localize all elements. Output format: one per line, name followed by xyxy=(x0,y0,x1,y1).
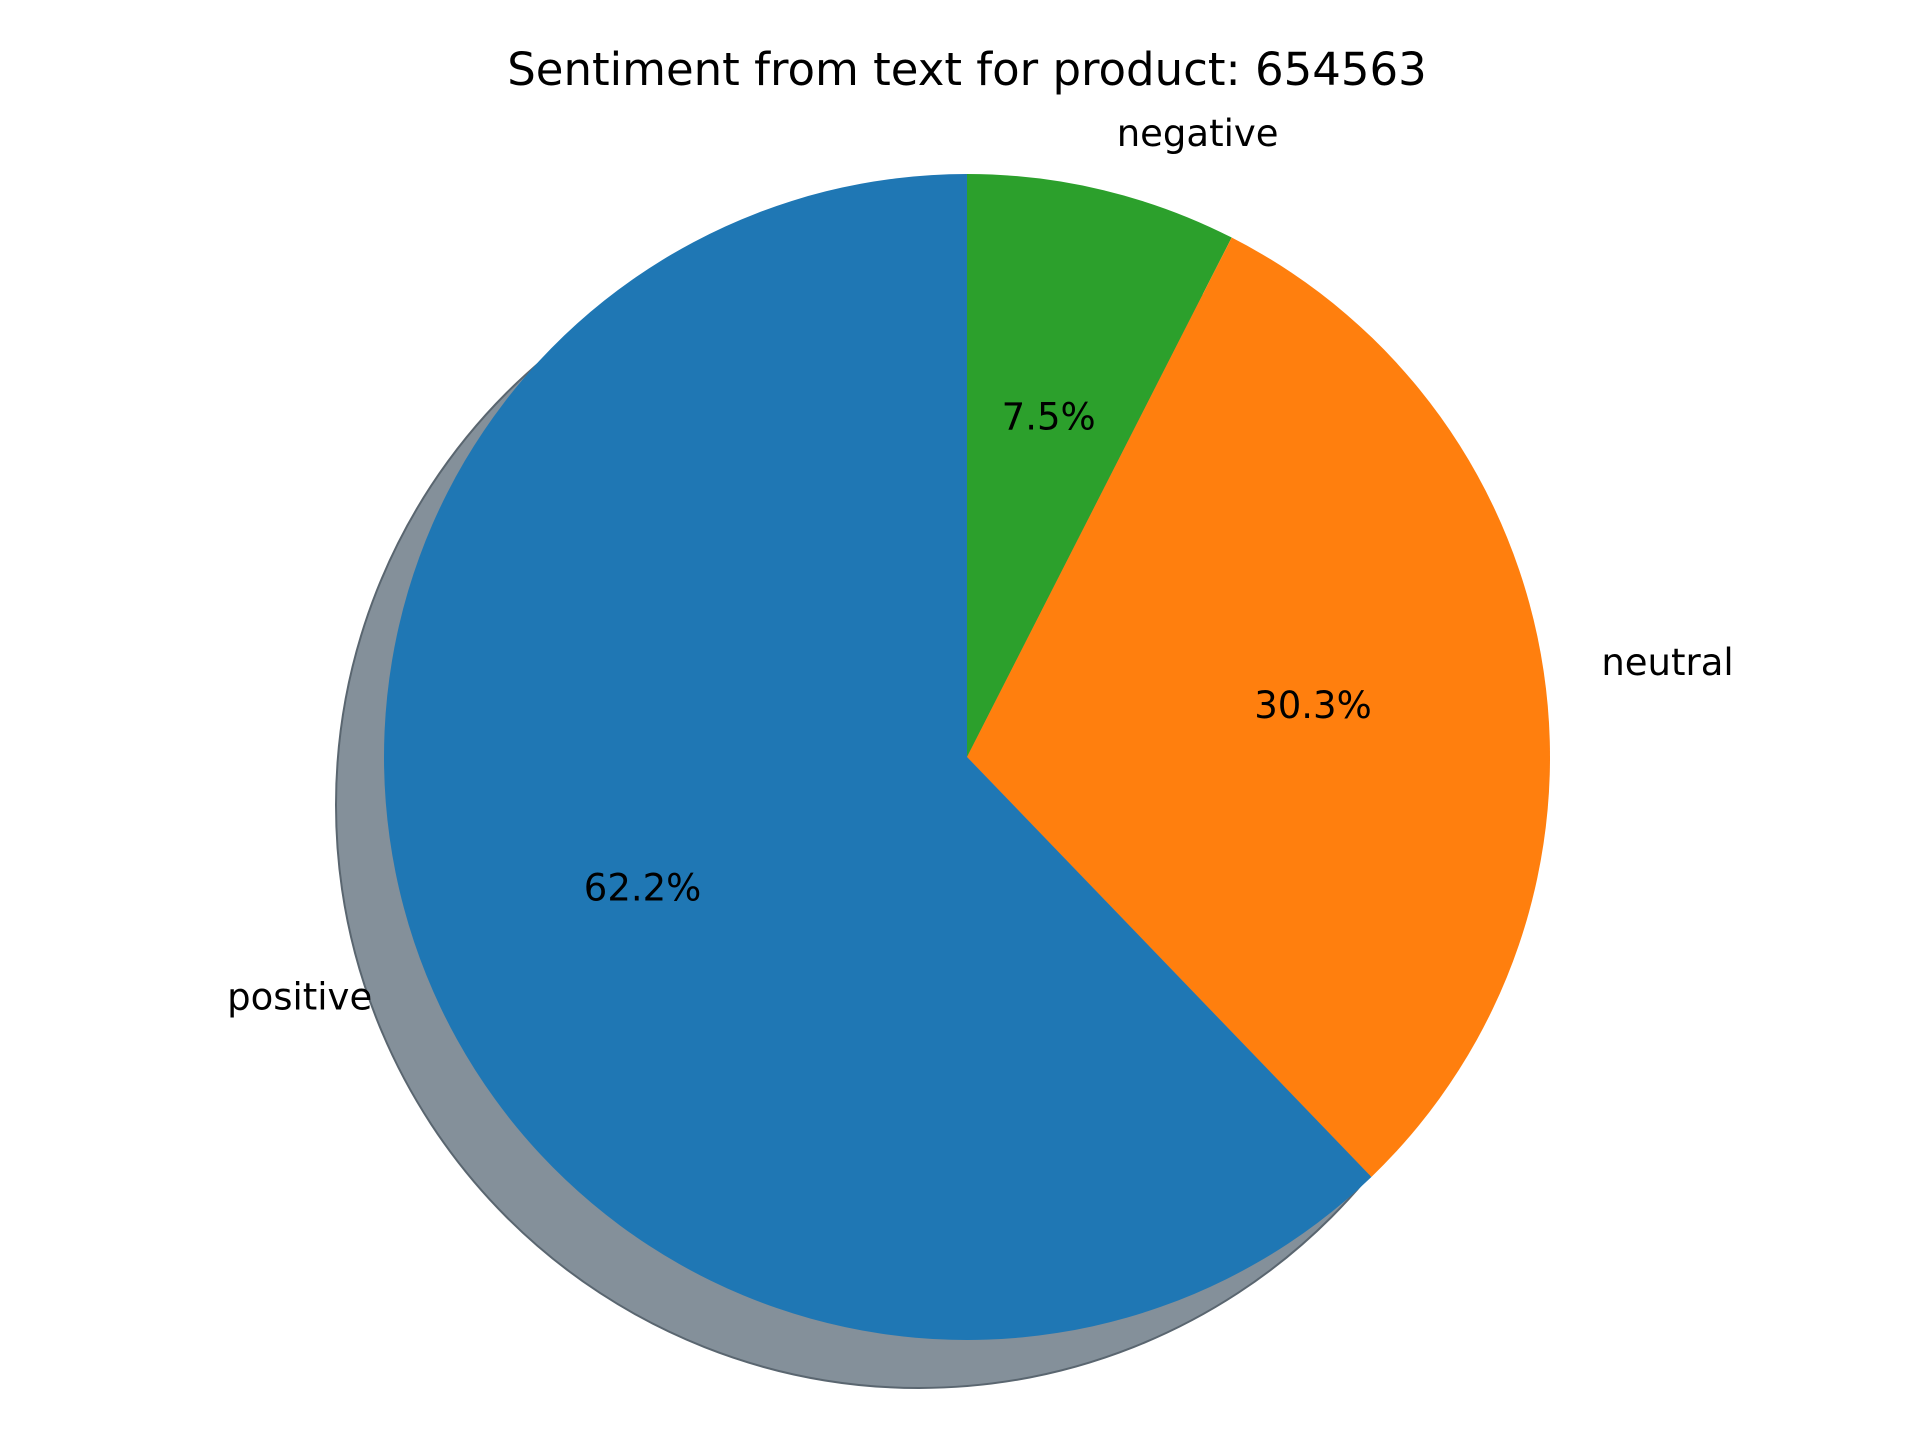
pct-label-neutral: 30.3% xyxy=(1254,684,1372,727)
pie-slice-neutral xyxy=(967,237,1551,1177)
pie-slices xyxy=(384,174,1551,1340)
pct-label-negative: 7.5% xyxy=(1002,395,1096,438)
slice-label-negative: negative xyxy=(1117,112,1279,155)
pie-slice-negative xyxy=(967,174,1232,757)
percentage-labels: 7.5% 30.3% 62.2% xyxy=(584,395,1372,909)
slice-labels: negative neutral positive xyxy=(227,112,1734,1018)
chart-title: Sentiment from text for product: 654563 xyxy=(507,43,1427,96)
slice-label-neutral: neutral xyxy=(1601,641,1733,684)
pie-slice-positive xyxy=(384,174,1372,1340)
pct-label-positive: 62.2% xyxy=(584,866,702,909)
slice-label-positive: positive xyxy=(227,975,372,1018)
